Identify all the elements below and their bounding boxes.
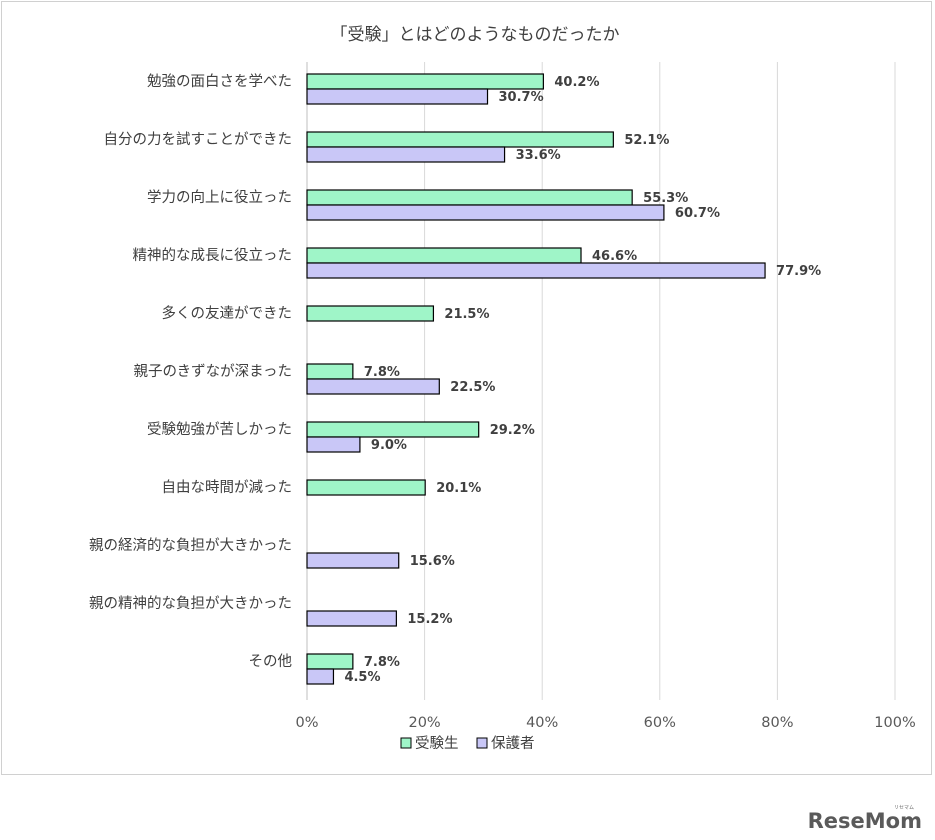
bar-parent	[306, 552, 400, 569]
value-label: 52.1%	[624, 133, 669, 148]
bar-parent	[306, 88, 489, 105]
category-label: 学力の向上に役立った	[147, 189, 292, 206]
legend-swatch-parent	[476, 737, 488, 749]
value-label: 40.2%	[554, 75, 599, 90]
bar-parent	[306, 610, 397, 627]
value-label: 30.7%	[499, 90, 544, 105]
bar-parent	[306, 146, 506, 163]
value-labels: 40.2% 30.7% 52.1% 33.6% 55.3%60.7% 46.6% 77.9%…	[344, 75, 821, 685]
category-label: 精神的な成長に役立った	[133, 247, 293, 264]
gridlines	[306, 62, 896, 700]
value-label: 15.2%	[407, 612, 452, 627]
bar-parent	[306, 436, 361, 453]
x-tick-label: 40%	[526, 715, 558, 731]
value-label: 15.6%	[410, 554, 455, 569]
bar-student	[306, 653, 354, 670]
category-label: 親子のきずなが深まった	[134, 363, 292, 380]
value-label: 77.9%	[776, 264, 821, 279]
bar-parent	[306, 668, 335, 685]
category-label: 自分の力を試すことができた	[104, 131, 293, 148]
category-label: 勉強の面白さを学べた	[147, 73, 292, 90]
category-label: 受験勉強が苦しかった	[147, 421, 292, 438]
legend: 受験生 保護者	[400, 735, 535, 752]
value-label: 29.2%	[490, 423, 535, 438]
value-label: 20.1%	[436, 481, 481, 496]
bars	[306, 73, 766, 685]
chart-title: 「受験」とはどのようなものだったか	[331, 25, 620, 45]
bar-student	[306, 305, 435, 322]
bar-parent	[306, 204, 665, 221]
value-label: 22.5%	[450, 380, 495, 395]
legend-label: 保護者	[491, 735, 535, 752]
value-label: 9.0%	[371, 438, 407, 453]
bar-student	[306, 189, 633, 206]
x-tick-label: 100%	[874, 715, 915, 731]
bar-student	[306, 131, 614, 148]
bar-student	[306, 247, 582, 264]
x-tick-label: 20%	[408, 715, 440, 731]
x-tick-label: 60%	[644, 715, 676, 731]
bar-parent	[306, 262, 766, 279]
category-label: 多くの友達ができた	[162, 305, 293, 322]
category-label: 親の精神的な負担が大きかった	[89, 595, 292, 612]
value-label: 7.8%	[364, 655, 400, 670]
x-tick-label: 80%	[761, 715, 793, 731]
resemom-logo: リセマム ReseMom	[808, 805, 922, 833]
value-label: 7.8%	[364, 365, 400, 380]
logo-small-text: リセマム	[894, 805, 914, 811]
value-label: 4.5%	[344, 670, 380, 685]
category-label: 親の経済的な負担が大きかった	[89, 537, 292, 554]
legend-label: 受験生	[415, 735, 459, 752]
value-label: 33.6%	[516, 148, 561, 163]
value-label: 21.5%	[444, 307, 489, 322]
bar-student	[306, 421, 480, 438]
bar-student	[306, 363, 354, 380]
value-label: 46.6%	[592, 249, 637, 264]
bar-parent	[306, 378, 440, 395]
logo-text: ReseMom	[808, 809, 922, 833]
x-axis-ticks: 0% 20% 40% 60% 80% 100%	[295, 715, 915, 731]
legend-swatch-student	[400, 737, 412, 749]
bar-student	[306, 479, 426, 496]
category-label: 自由な時間が減った	[162, 479, 293, 496]
category-label: その他	[249, 653, 293, 670]
x-tick-label: 0%	[295, 715, 318, 731]
category-labels: 勉強の面白さを学べた自分の力を試すことができた学力の向上に役立った精神的な成長に…	[89, 73, 292, 670]
value-label: 60.7%	[675, 206, 720, 221]
bar-student	[306, 73, 544, 90]
chart-frame	[1, 1, 932, 775]
value-label: 55.3%	[643, 191, 688, 206]
